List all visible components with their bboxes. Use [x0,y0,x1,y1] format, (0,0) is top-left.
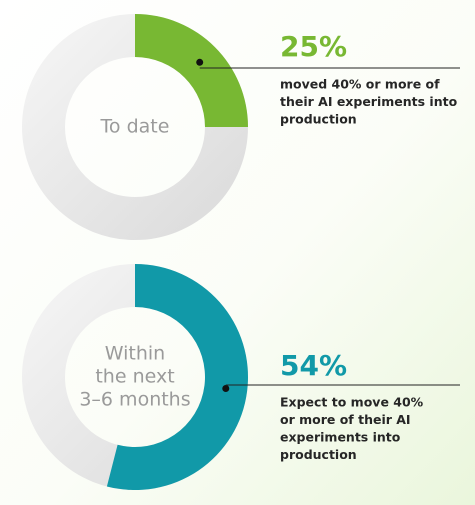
description: experiments into [280,430,401,445]
callout-dot [222,384,230,392]
callout-dot [196,58,204,66]
center-label: To date [100,116,170,138]
percent-label: 54% [280,349,347,382]
center-label: 3–6 months [79,389,190,411]
center-label: the next [95,366,174,388]
description: moved 40% or more of [280,77,440,92]
donut-segment [106,264,248,490]
donut-segment [135,14,248,127]
description: their AI experiments into [280,94,458,109]
percent-label: 25% [280,30,347,63]
description: production [280,112,357,127]
description: Expect to move 40% [280,395,424,410]
description: or more of their AI [280,412,411,427]
center-label: Within [105,343,165,365]
description: production [280,447,357,462]
